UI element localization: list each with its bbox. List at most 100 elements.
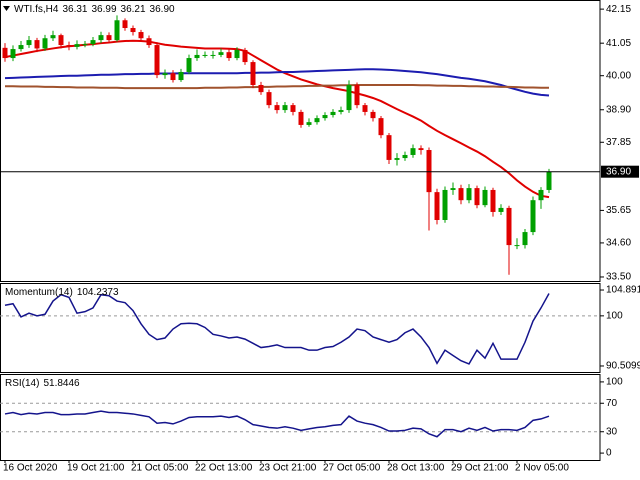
candle-body [346, 84, 352, 111]
candle-body [98, 35, 104, 41]
candle-body [450, 188, 456, 190]
candle-body [154, 45, 160, 76]
candle-body [162, 73, 168, 76]
candle-body [282, 105, 288, 111]
momentum-panel-frame [0, 283, 601, 373]
x-tick-label: 16 Oct 2020 [3, 463, 58, 474]
y-tick-label: 30 [606, 426, 618, 437]
candle-body [74, 44, 80, 47]
candle-body [506, 207, 512, 246]
candle-body [2, 47, 8, 59]
candle-body [322, 115, 328, 119]
x-tick-label: 29 Oct 21:00 [451, 463, 509, 474]
candle-body [306, 122, 312, 125]
candle-body [354, 84, 360, 106]
candle-body [410, 148, 416, 155]
y-tick-label: 40.00 [606, 70, 631, 81]
indicator-name: Momentum(14) [5, 287, 73, 298]
candle-body [362, 105, 368, 112]
y-tick-label: 38.90 [606, 104, 631, 115]
indicator-title: Momentum(14) 104.2373 [5, 287, 119, 298]
candle-body [138, 32, 144, 39]
candle-body [90, 40, 96, 45]
candle-body [202, 54, 208, 56]
indicator-line [4, 410, 550, 438]
candle-body [250, 62, 256, 85]
candle-body [186, 58, 192, 72]
candle-body [418, 148, 424, 151]
x-tick-label: 19 Oct 21:00 [67, 463, 125, 474]
candle-body [290, 105, 296, 112]
x-tick-label: 21 Oct 05:00 [131, 463, 189, 474]
y-tick-label: 37.85 [606, 137, 631, 148]
candle-body [370, 111, 376, 119]
candle-body [314, 118, 320, 123]
moving-average [4, 68, 550, 97]
candle-body [338, 110, 344, 112]
candle-body [34, 40, 40, 49]
candle-body [114, 20, 120, 41]
candle-body [458, 188, 464, 201]
indicator-name: RSI(14) [5, 378, 39, 389]
candle-body [442, 189, 448, 220]
candle-body [266, 92, 272, 106]
moving-average [4, 39, 550, 199]
candle-body [58, 35, 64, 46]
x-tick-label: 28 Oct 13:00 [387, 463, 445, 474]
y-tick-label: 100 [606, 377, 623, 388]
price-panel-frame [0, 0, 601, 282]
candle-body [18, 45, 24, 50]
candle-body [10, 49, 16, 59]
candle-body [258, 84, 264, 93]
y-tick-label: 0 [606, 448, 612, 459]
candle-body [194, 54, 200, 59]
indicator-value: 104.2373 [77, 287, 119, 298]
indicator-title: RSI(14) 51.8446 [5, 378, 80, 389]
candle-body [298, 111, 304, 125]
candle-body [218, 52, 224, 55]
candle-body [498, 207, 504, 212]
symbol: WTI.fs,H4 [14, 4, 59, 15]
x-tick-label: 27 Oct 05:00 [323, 463, 381, 474]
y-tick-label: 70 [606, 398, 618, 409]
moving-average [5, 83, 549, 90]
candle-body [522, 232, 528, 246]
y-tick-label: 41.05 [606, 38, 631, 49]
x-tick-label: 23 Oct 21:00 [259, 463, 317, 474]
candle-body [426, 150, 432, 193]
y-tick-label: 35.65 [606, 205, 631, 216]
candle-body [210, 54, 216, 56]
candle-body [546, 171, 552, 190]
candle-body [26, 40, 32, 46]
y-tick-label: 42.15 [606, 4, 631, 15]
candle-body [234, 49, 240, 59]
candle-body [170, 73, 176, 81]
candle-body [330, 111, 336, 116]
x-tick-label: 2 Nov 05:00 [515, 463, 569, 474]
candle-body [386, 135, 392, 160]
y-tick-label: 34.60 [606, 238, 631, 249]
candle-body [538, 189, 544, 201]
candle-body [378, 118, 384, 136]
candle-body [122, 20, 128, 29]
indicator-value: 51.8446 [43, 378, 80, 389]
y-tick-label: 33.50 [606, 272, 631, 283]
indicator-line [4, 293, 550, 365]
y-tick-label: 100 [606, 310, 623, 321]
quote-value: 36.31 [62, 4, 87, 15]
candle-body [50, 35, 56, 39]
last-price-box [601, 165, 639, 178]
x-tick-label: 22 Oct 13:00 [195, 463, 253, 474]
candle-body [274, 105, 280, 111]
candle-body [474, 188, 480, 206]
candle-body [530, 200, 536, 233]
candle-body [466, 188, 472, 201]
y-tick-label: 104.891 [606, 285, 640, 296]
candle-body [394, 158, 400, 160]
candle-body [146, 38, 152, 46]
candle-body [514, 245, 520, 247]
candle-body [242, 49, 248, 63]
menu-triangle [3, 6, 10, 11]
